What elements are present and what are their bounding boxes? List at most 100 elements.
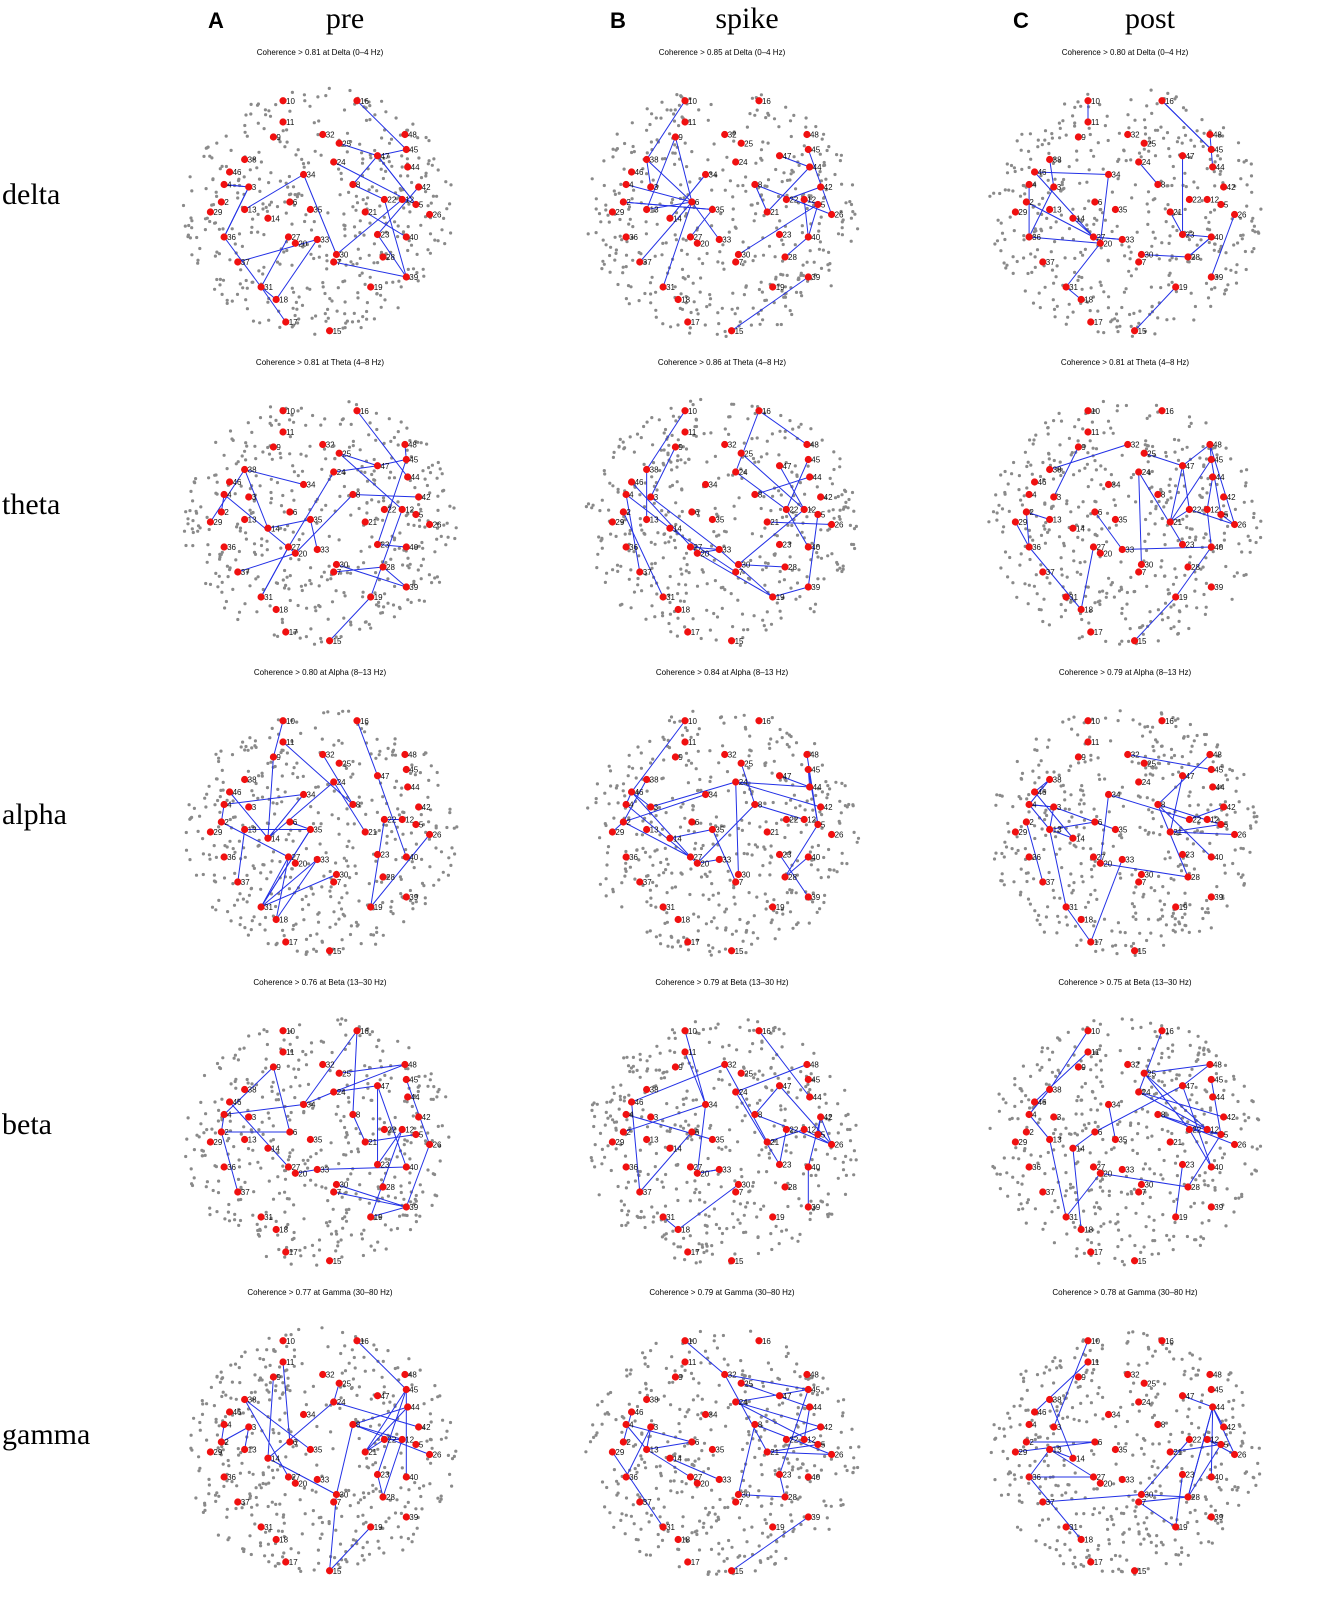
sensor-dot bbox=[1212, 170, 1216, 174]
sensor-dot bbox=[1204, 605, 1208, 609]
sensor-dot bbox=[1002, 855, 1006, 859]
sensor-dot bbox=[317, 255, 321, 259]
sensor-dot bbox=[1151, 766, 1155, 770]
sensor-dot bbox=[397, 813, 401, 817]
sensor-dot bbox=[1089, 286, 1093, 290]
sensor-dot bbox=[1043, 138, 1047, 142]
electrode bbox=[643, 155, 651, 164]
sensor-dot bbox=[391, 912, 395, 916]
sensor-dot bbox=[1191, 842, 1195, 846]
electrode-label: 11 bbox=[688, 738, 697, 747]
sensor-dot bbox=[1199, 495, 1203, 499]
sensor-dot bbox=[719, 212, 723, 216]
sensor-dot bbox=[419, 577, 423, 581]
sensor-dot bbox=[1000, 872, 1004, 876]
sensor-dot bbox=[309, 627, 313, 631]
connection bbox=[650, 781, 736, 808]
electrode bbox=[727, 327, 736, 335]
sensor-dot bbox=[684, 751, 689, 755]
sensor-dot bbox=[712, 530, 716, 534]
sensor-dot bbox=[1185, 445, 1189, 449]
sensor-dot bbox=[386, 746, 390, 751]
sensor-dot bbox=[782, 578, 787, 582]
sensor-dot bbox=[604, 823, 608, 828]
sensor-dot bbox=[381, 176, 385, 181]
sensor-dot bbox=[336, 817, 341, 821]
row-label: delta bbox=[2, 178, 60, 211]
sensor-dot bbox=[255, 166, 259, 170]
sensor-dot bbox=[1127, 639, 1131, 644]
sensor-dot bbox=[696, 789, 700, 793]
sensor-dot bbox=[272, 633, 276, 637]
electrode bbox=[299, 790, 308, 799]
sensor-dot bbox=[624, 849, 628, 854]
sensor-dot bbox=[674, 501, 678, 505]
sensor-dot bbox=[1200, 907, 1204, 911]
sensor-dot bbox=[407, 202, 411, 206]
sensor-dot bbox=[310, 1050, 314, 1054]
sensor-dot bbox=[677, 514, 681, 518]
sensor-dot bbox=[1067, 807, 1071, 811]
sensor-dot bbox=[840, 781, 844, 786]
sensor-dot bbox=[1128, 257, 1132, 261]
sensor-dot bbox=[248, 487, 252, 491]
sensor-dot bbox=[343, 224, 347, 228]
electrode-label: 47 bbox=[1186, 152, 1195, 161]
sensor-dot bbox=[313, 332, 317, 336]
sensor-dot bbox=[1156, 608, 1160, 612]
sensor-dot bbox=[346, 864, 350, 868]
sensor-dot bbox=[366, 196, 370, 200]
electrode bbox=[755, 407, 763, 415]
sensor-dot bbox=[1249, 162, 1253, 166]
sensor-dot bbox=[1178, 610, 1182, 614]
sensor-dot bbox=[626, 284, 631, 288]
sensor-dot bbox=[278, 179, 282, 183]
sensor-dot bbox=[406, 564, 410, 568]
electrode-label: 35 bbox=[715, 516, 724, 525]
electrode-label: 31 bbox=[264, 283, 273, 292]
electrode bbox=[241, 465, 249, 474]
electrode-label: 36 bbox=[227, 543, 236, 552]
sensor-dot bbox=[318, 842, 322, 846]
sensor-dot bbox=[244, 278, 248, 283]
electrode bbox=[379, 873, 387, 881]
electrode bbox=[206, 828, 214, 836]
sensor-dot bbox=[636, 576, 640, 581]
sensor-dot bbox=[785, 731, 789, 735]
sensor-dot bbox=[713, 454, 718, 458]
sensor-dot bbox=[245, 134, 249, 138]
electrode bbox=[286, 818, 294, 826]
sensor-dot bbox=[649, 903, 653, 908]
electrode-label: 8 bbox=[1161, 491, 1166, 500]
sensor-dot bbox=[303, 1162, 307, 1166]
sensor-dot bbox=[694, 841, 698, 845]
sensor-dot bbox=[660, 509, 664, 513]
sensor-dot bbox=[419, 176, 424, 180]
sensor-dot bbox=[699, 788, 703, 793]
sensor-dot bbox=[810, 797, 814, 801]
electrode bbox=[1096, 239, 1104, 247]
sensor-dot bbox=[1158, 833, 1162, 837]
electrode bbox=[373, 850, 382, 859]
sensor-dot bbox=[778, 727, 782, 732]
sensor-dot bbox=[661, 776, 665, 780]
sensor-dot bbox=[851, 210, 855, 214]
sensor-dot bbox=[393, 837, 397, 841]
sensor-dot bbox=[1057, 920, 1061, 924]
sensor-dot bbox=[1146, 190, 1151, 194]
sensor-dot bbox=[669, 630, 673, 634]
electrode-label: 37 bbox=[643, 258, 652, 267]
sensor-dot bbox=[1189, 291, 1193, 295]
sensor-dot bbox=[1176, 490, 1180, 495]
sensor-dot bbox=[436, 494, 440, 498]
sensor-dot bbox=[1066, 315, 1070, 319]
sensor-dot bbox=[685, 563, 689, 567]
sensor-dot bbox=[194, 509, 198, 513]
electrode-label: 26 bbox=[1238, 211, 1247, 220]
sensor-dot bbox=[1067, 436, 1071, 440]
sensor-dot bbox=[302, 165, 306, 169]
sensor-dot bbox=[379, 293, 383, 297]
electrode bbox=[806, 163, 814, 171]
sensor-dot bbox=[406, 522, 410, 527]
sensor-dot bbox=[692, 912, 696, 916]
